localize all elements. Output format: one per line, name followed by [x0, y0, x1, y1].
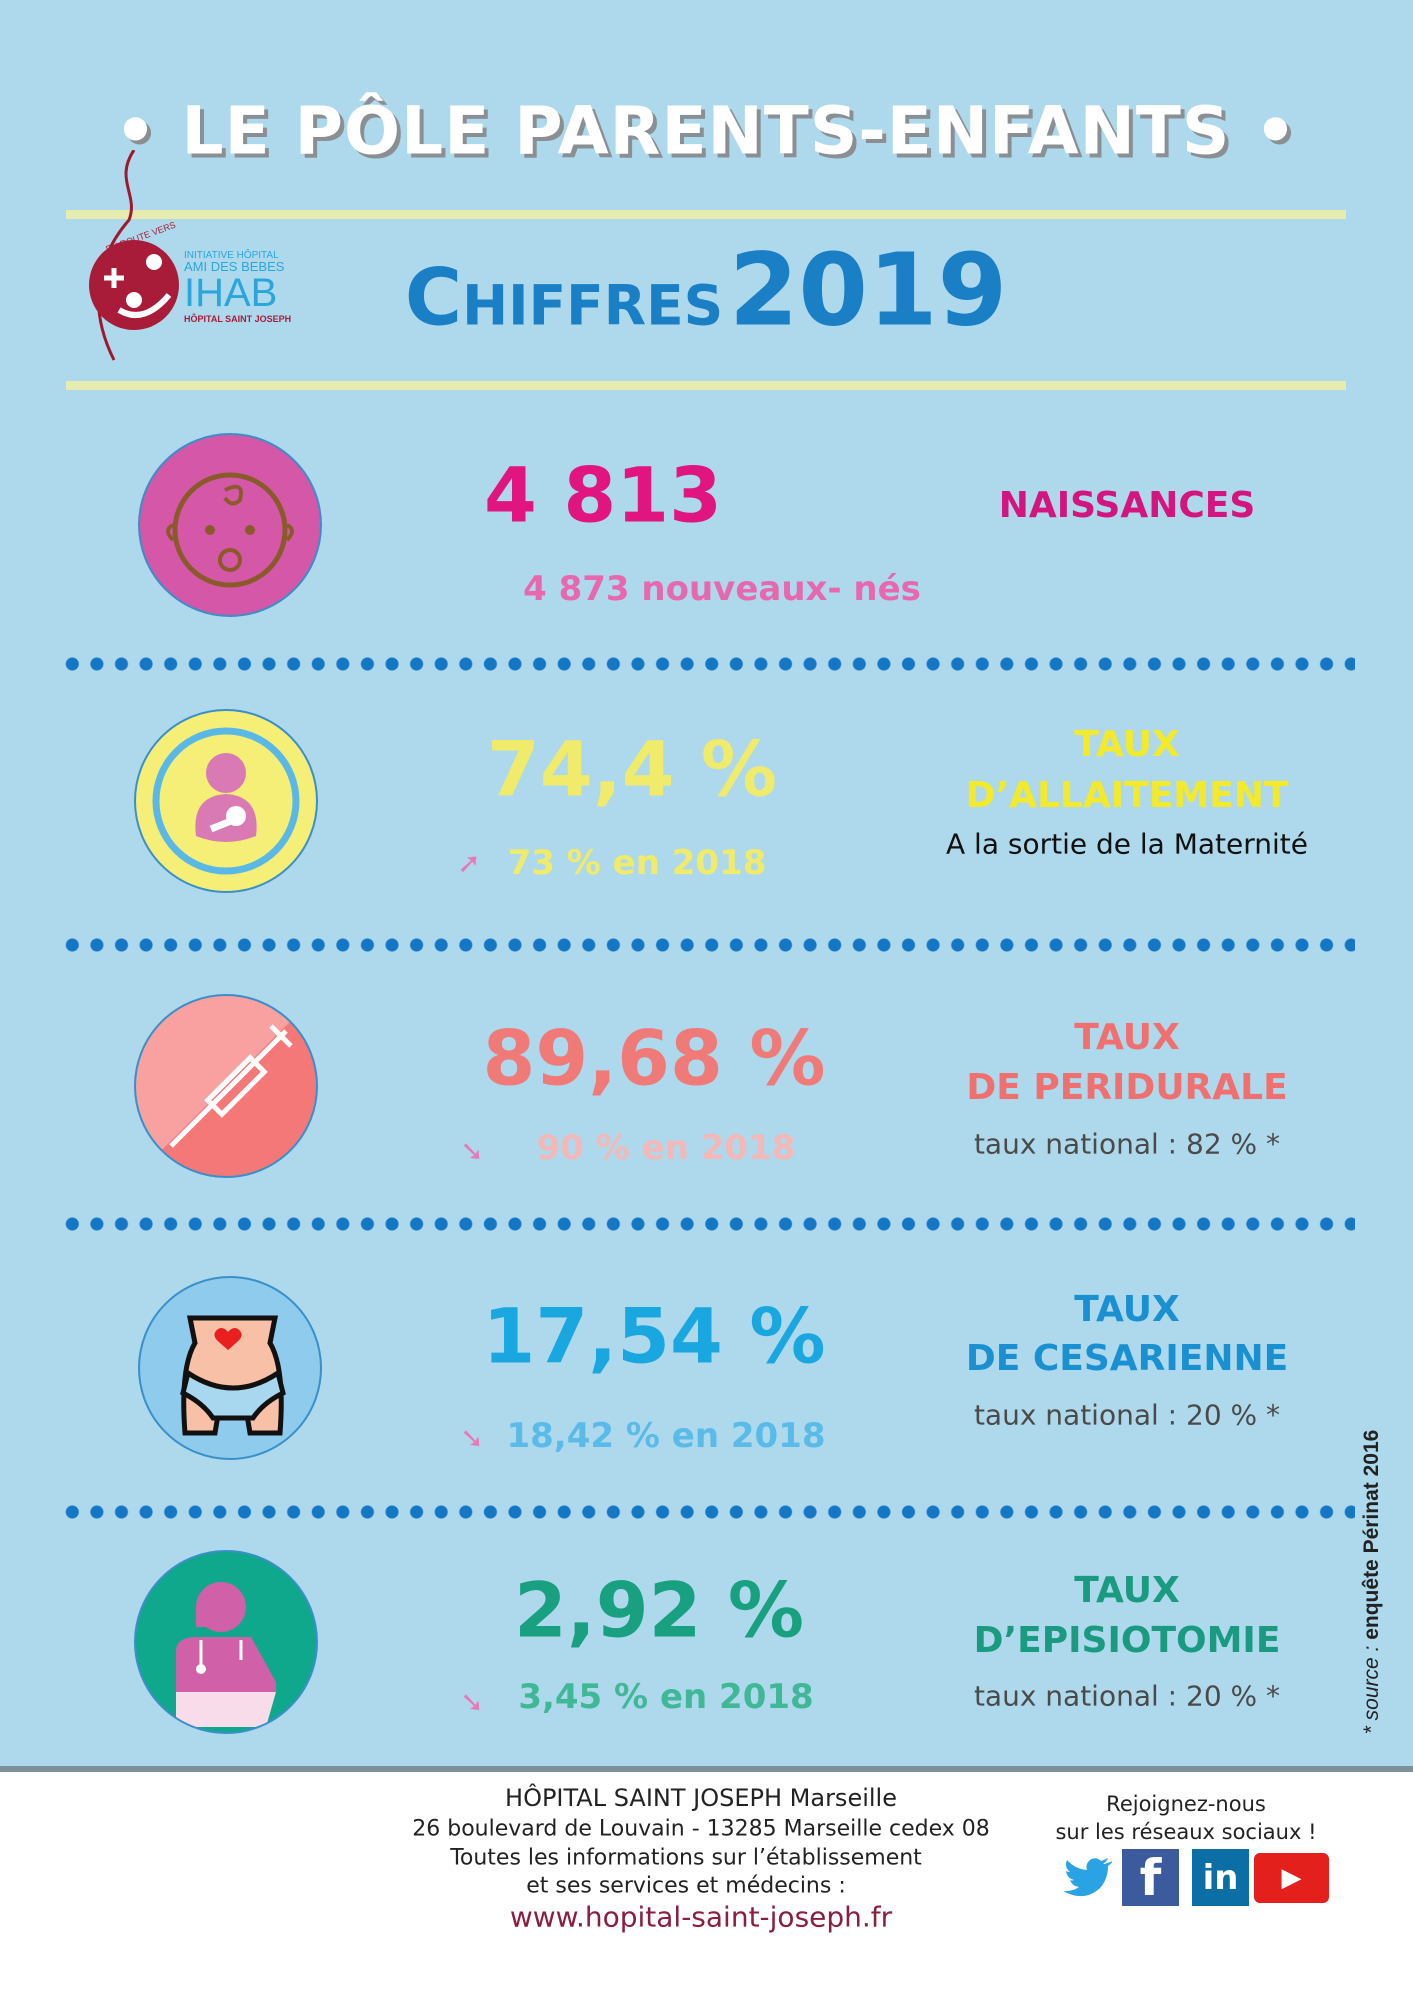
logo-ihab: IHAB [184, 271, 278, 315]
naissances-sub: 4 873 nouveaux- nés [523, 569, 921, 609]
naissances-label: NAISSANCES [998, 485, 1256, 526]
baby-face-icon [138, 433, 322, 617]
episiotomie-value: 2,92 % [513, 1565, 805, 1655]
source-note: * source : enquête Périnat 2016 [1360, 1430, 1384, 1735]
logo-line-1: INITIATIVE HÔPITAL [184, 250, 279, 261]
social-cta-2: sur les réseaux sociaux ! [1055, 1820, 1317, 1844]
footer-hospital-name: HÔPITAL SAINT JOSEPH Marseille [505, 1784, 897, 1812]
footer-info-2: et ses services et médecins : [526, 1873, 846, 1899]
cesarienne-value: 17,54 % [482, 1291, 826, 1381]
footer-address: 26 boulevard de Louvain - 13285 Marseill… [412, 1816, 990, 1842]
youtube-icon[interactable]: ▶ [1254, 1853, 1329, 1903]
section-heading: Chiffres 2019 [405, 232, 1007, 349]
doctor-icon [134, 1550, 318, 1734]
cesarienne-label-2: DE CESARIENNE [965, 1338, 1289, 1379]
peridurale-value: 89,68 % [482, 1013, 826, 1103]
heading-word: Chiffres [404, 253, 724, 344]
trend-down-icon: ➘ [460, 1686, 484, 1718]
allaitement-label-1: TAUX [1074, 724, 1180, 765]
episiotomie-note: taux national : 20 % * [973, 1679, 1281, 1713]
peridurale-note: taux national : 82 % * [973, 1127, 1281, 1161]
allaitement-value: 74,4 % [486, 724, 778, 814]
dotted-divider [60, 657, 1355, 671]
divider-top [66, 210, 1346, 219]
heading-year: 2019 [728, 231, 1008, 349]
footer-website-link[interactable]: www.hopital-saint-joseph.fr [509, 1900, 893, 1934]
dotted-divider [60, 1505, 1355, 1519]
belly-icon [138, 1276, 322, 1460]
peridurale-label-1: TAUX [1074, 1017, 1180, 1058]
breastfeeding-icon [134, 709, 318, 893]
peridurale-sub: 90 % en 2018 [536, 1128, 796, 1168]
linkedin-icon[interactable]: in [1192, 1849, 1249, 1906]
source-prefix: * source : [1360, 1639, 1383, 1735]
dotted-divider [60, 1217, 1355, 1231]
facebook-icon[interactable]: f [1122, 1849, 1179, 1907]
allaitement-label-2: D’ALLAITEMENT [965, 775, 1289, 816]
episiotomie-label-2: D’EPISIOTOMIE [973, 1620, 1281, 1661]
peridurale-label-2: DE PERIDURALE [966, 1067, 1288, 1108]
ihab-logo: INITIATIVE HÔPITAL AMI DES BEBES IHAB HÔ… [74, 149, 294, 365]
footer-info-1: Toutes les informations sur l’établissem… [450, 1845, 922, 1871]
episiotomie-label-1: TAUX [1074, 1570, 1180, 1611]
social-cta-1: Rejoignez-nous [1106, 1792, 1266, 1816]
trend-down-icon: ➘ [460, 1135, 484, 1167]
syringe-icon [134, 994, 318, 1178]
source-text: enquête Périnat 2016 [1360, 1429, 1383, 1640]
logo-line-2: AMI DES BEBES [184, 259, 285, 274]
page-title: • LE PÔLE PARENTS-ENFANTS • [114, 92, 1298, 170]
naissances-value: 4 813 [484, 450, 722, 540]
trend-up-icon: ➚ [457, 847, 481, 879]
allaitement-note: A la sortie de la Maternité [945, 827, 1309, 861]
allaitement-sub: 73 % en 2018 [507, 843, 767, 883]
cesarienne-label-1: TAUX [1074, 1289, 1180, 1330]
divider-bottom [66, 381, 1346, 390]
episiotomie-sub: 3,45 % en 2018 [518, 1677, 814, 1717]
logo-line-4: HÔPITAL SAINT JOSEPH [184, 314, 292, 324]
dotted-divider [60, 938, 1355, 952]
cesarienne-note: taux national : 20 % * [973, 1398, 1281, 1432]
trend-down-icon: ➘ [460, 1422, 484, 1454]
cesarienne-sub: 18,42 % en 2018 [506, 1416, 826, 1456]
twitter-icon[interactable] [1058, 1849, 1115, 1906]
